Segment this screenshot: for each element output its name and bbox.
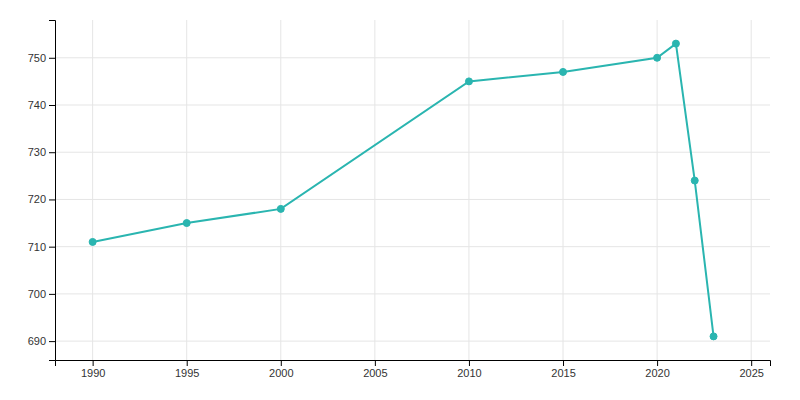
tick: 730 xyxy=(28,146,55,158)
tick-label: 700 xyxy=(28,288,46,300)
point xyxy=(710,333,717,340)
tick: 2000 xyxy=(269,360,293,379)
tick-label: 730 xyxy=(28,146,46,158)
tick-mark xyxy=(49,247,55,248)
tick: 1990 xyxy=(81,360,105,379)
grid-line xyxy=(468,20,469,360)
axis-line xyxy=(49,21,56,361)
tick-mark xyxy=(49,341,55,342)
point xyxy=(89,238,96,245)
y-axis: 690 700 710 720 730 740 750 xyxy=(28,21,56,361)
tick-label: 710 xyxy=(28,241,46,253)
tick: 740 xyxy=(28,99,55,111)
tick-label: 2020 xyxy=(645,367,669,379)
tick-label: 720 xyxy=(28,193,46,205)
point xyxy=(672,40,679,47)
plot: 1990 1995 2000 2005 2010 2015 2020 2025 690 700 71… xyxy=(28,20,771,379)
tick-mark xyxy=(49,199,55,200)
tick-label: 750 xyxy=(28,52,46,64)
tick-mark xyxy=(49,58,55,59)
point xyxy=(277,205,284,212)
point xyxy=(465,78,472,85)
tick-mark xyxy=(375,360,376,366)
grid-line xyxy=(55,152,770,153)
tick-mark xyxy=(49,105,55,106)
point xyxy=(560,68,567,75)
tick: 2005 xyxy=(363,360,387,379)
series xyxy=(89,40,717,340)
grid-line xyxy=(657,20,658,360)
grid-line xyxy=(92,20,93,360)
tick-mark xyxy=(563,360,564,366)
tick-mark xyxy=(657,360,658,366)
grid-line xyxy=(55,199,770,200)
tick: 750 xyxy=(28,52,55,64)
grid-line xyxy=(55,246,770,247)
line xyxy=(93,44,714,337)
tick-mark xyxy=(49,152,55,153)
point xyxy=(183,220,190,227)
grid-line xyxy=(55,293,770,294)
tick-label: 740 xyxy=(28,99,46,111)
chart: 1990 1995 2000 2005 2010 2015 2020 2025 690 700 71… xyxy=(0,0,800,400)
tick: 700 xyxy=(28,288,55,300)
tick-mark xyxy=(93,360,94,366)
tick-label: 2025 xyxy=(739,367,763,379)
axis-line xyxy=(56,361,771,367)
grid-line xyxy=(374,20,375,360)
tick: 1995 xyxy=(175,360,199,379)
tick-label: 1995 xyxy=(175,367,199,379)
tick: 2020 xyxy=(645,360,669,379)
grid-line xyxy=(751,20,752,360)
point xyxy=(654,54,661,61)
tick-mark xyxy=(187,360,188,366)
grid-line xyxy=(186,20,187,360)
tick: 720 xyxy=(28,193,55,205)
tick-label: 1990 xyxy=(81,367,105,379)
grid-line xyxy=(55,341,770,342)
tick: 2025 xyxy=(739,360,763,379)
tick-label: 2005 xyxy=(363,367,387,379)
tick-mark xyxy=(281,360,282,366)
x-axis: 1990 1995 2000 2005 2010 2015 2020 2025 xyxy=(56,360,771,379)
grid xyxy=(55,20,770,360)
tick: 690 xyxy=(28,335,55,347)
tick-label: 2015 xyxy=(551,367,575,379)
tick-mark xyxy=(751,360,752,366)
tick-label: 2000 xyxy=(269,367,293,379)
point xyxy=(691,177,698,184)
tick: 2010 xyxy=(457,360,481,379)
tick-label: 690 xyxy=(28,335,46,347)
grid-line xyxy=(55,57,770,58)
grid-line xyxy=(55,105,770,106)
grid-line xyxy=(280,20,281,360)
tick: 710 xyxy=(28,241,55,253)
tick-label: 2010 xyxy=(457,367,481,379)
tick-mark xyxy=(49,294,55,295)
tick: 2015 xyxy=(551,360,575,379)
tick-mark xyxy=(469,360,470,366)
